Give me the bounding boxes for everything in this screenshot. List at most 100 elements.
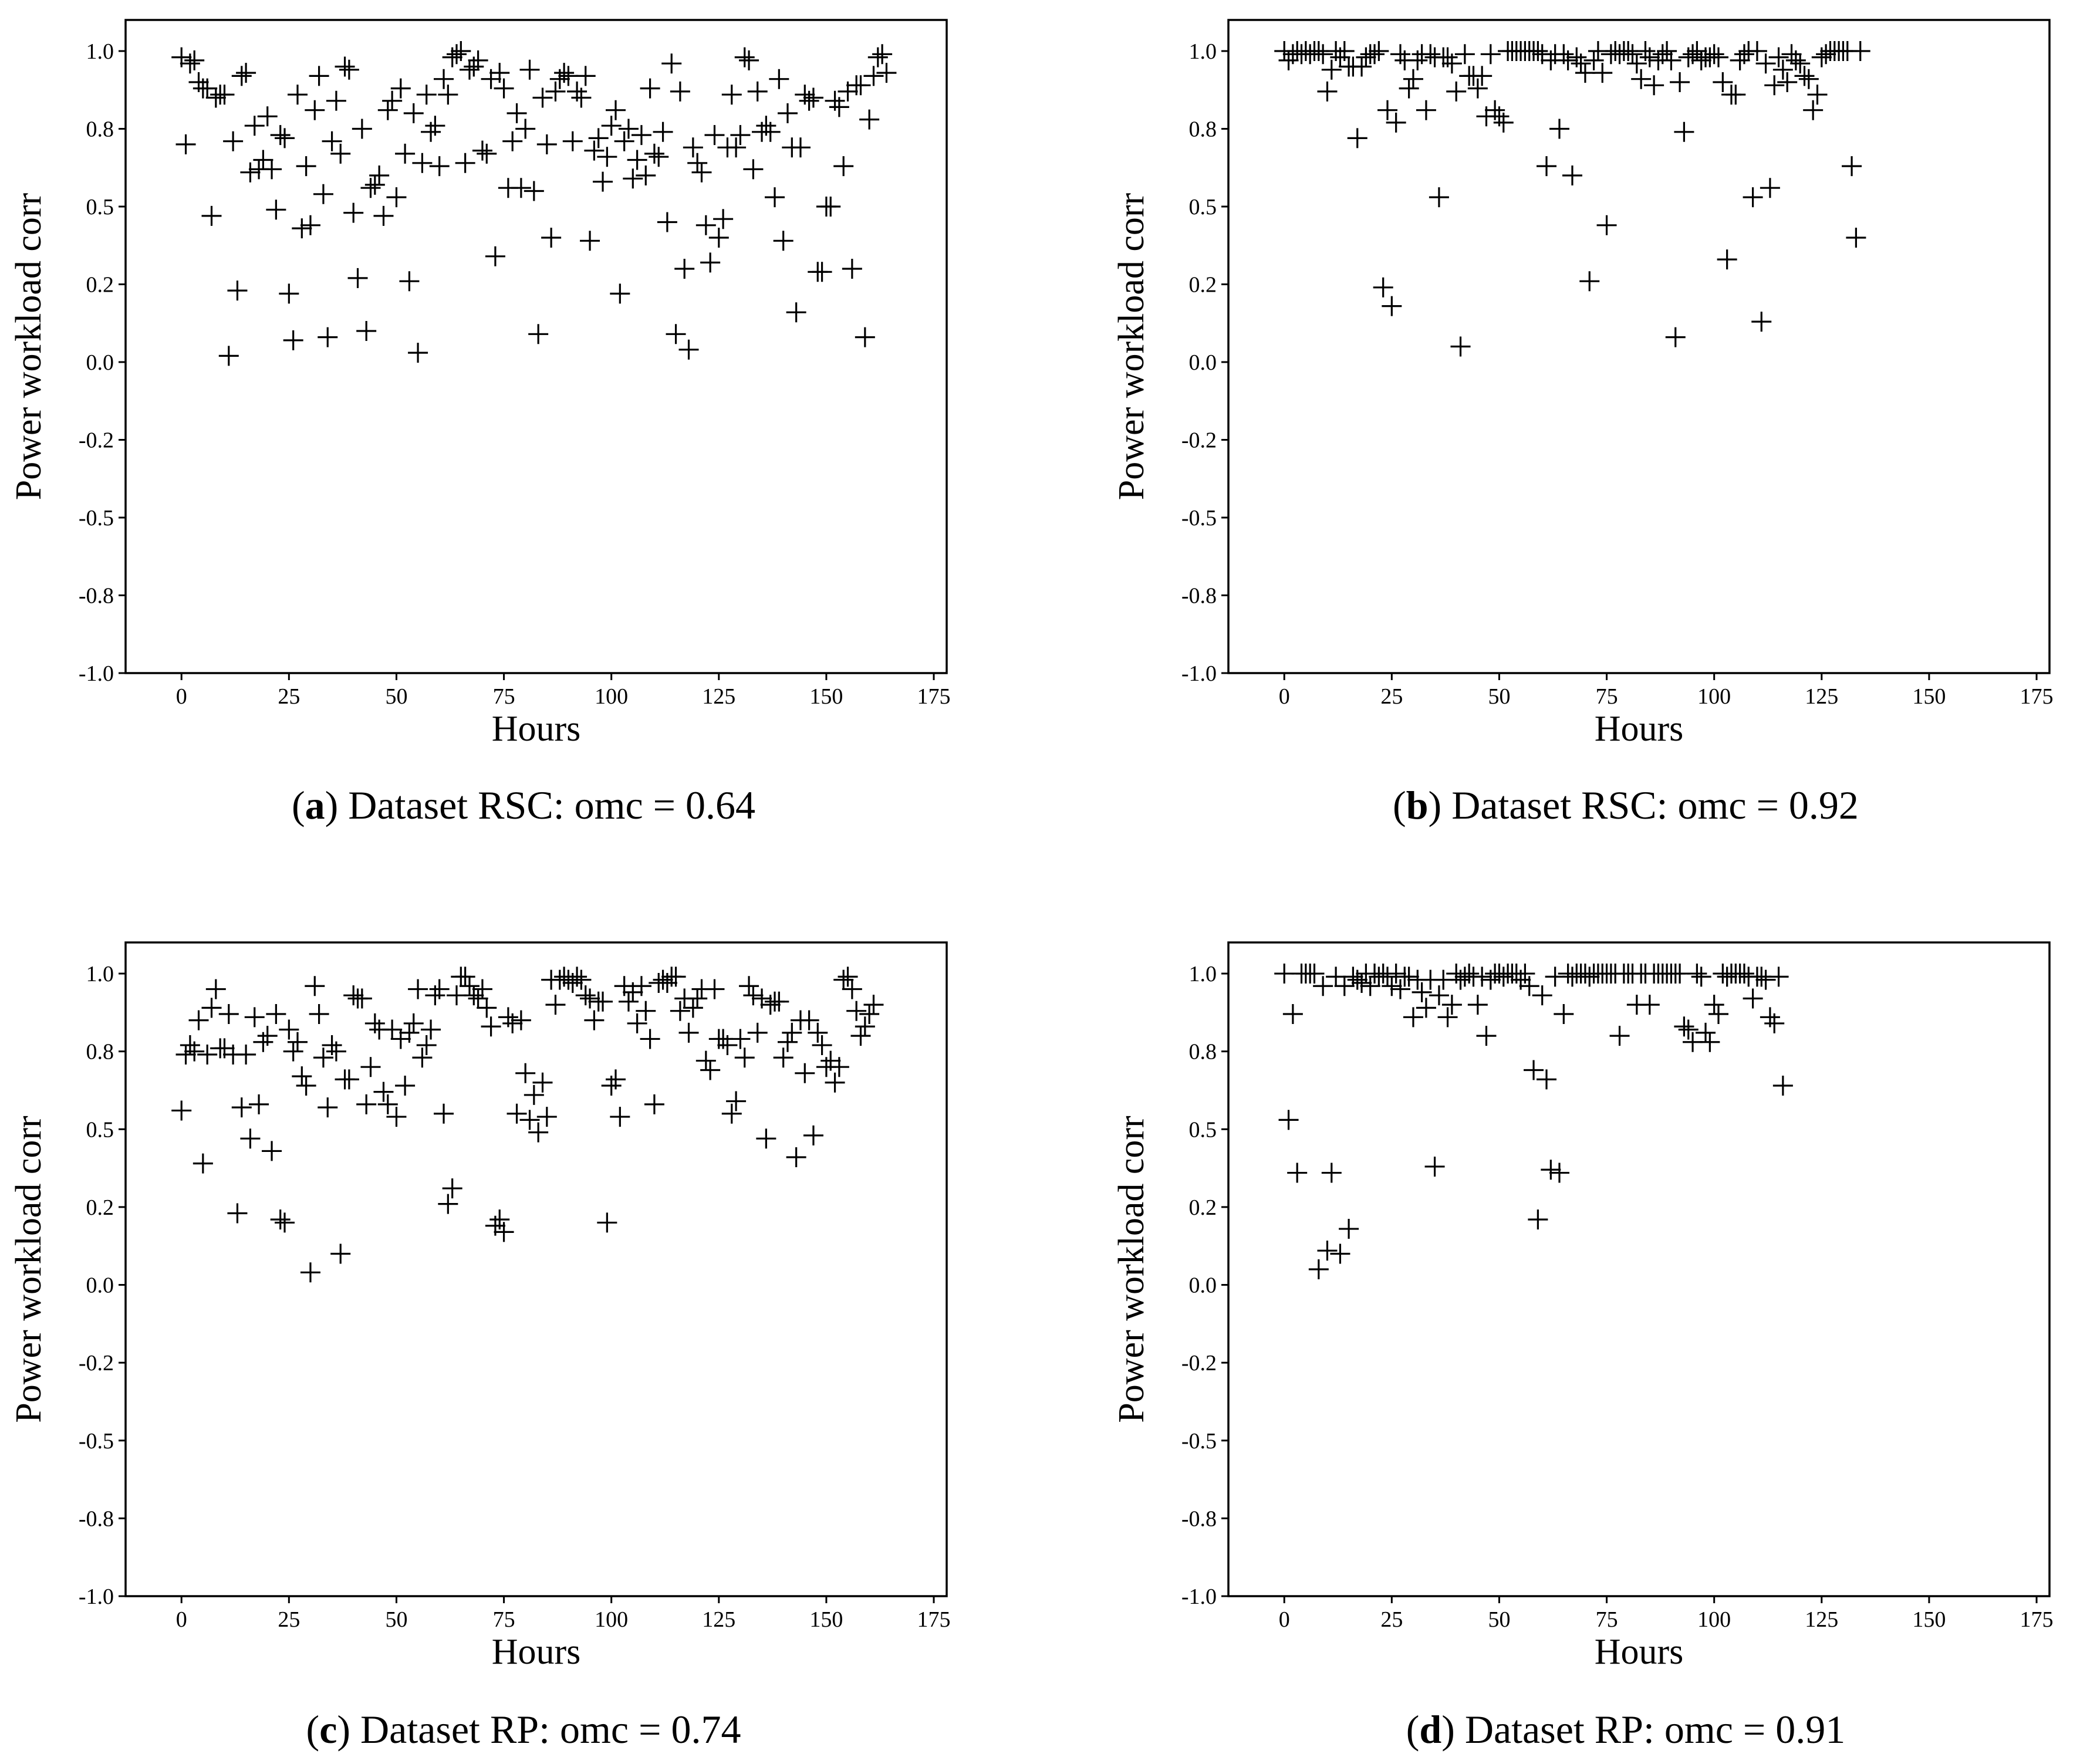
data-point-c-147	[803, 1125, 823, 1145]
data-point-a-102	[610, 283, 630, 304]
data-point-c-50	[386, 1107, 407, 1127]
y-tick-label-a-3: 0.2	[86, 273, 114, 298]
data-point-b-92	[1670, 72, 1690, 92]
data-point-b-89	[1657, 41, 1677, 61]
data-point-d-1	[1278, 1110, 1299, 1130]
data-point-d-2	[1282, 1004, 1303, 1025]
y-tick-label-b-0: 1.0	[1189, 39, 1217, 64]
data-point-b-109	[1743, 187, 1763, 208]
data-point-c-131	[734, 1047, 755, 1068]
data-point-c-69	[468, 988, 488, 1009]
data-point-b-91	[1665, 327, 1686, 347]
data-point-c-81	[519, 1110, 540, 1130]
data-point-b-72	[1583, 50, 1604, 70]
data-point-c-107	[631, 976, 651, 996]
x-tick-label-b-7: 175	[2020, 684, 2054, 709]
caption-a-text: Dataset RSC: omc = 0.64	[348, 783, 755, 827]
x-tick-label-d-7: 175	[2020, 1607, 2054, 1632]
data-point-c-32	[309, 1004, 329, 1025]
data-point-a-24	[275, 128, 295, 148]
data-point-b-26	[1386, 112, 1406, 133]
data-point-b-101	[1708, 47, 1729, 67]
data-point-b-22	[1369, 41, 1389, 61]
data-point-a-139	[769, 69, 789, 89]
data-point-b-14	[1334, 41, 1355, 61]
data-point-c-92	[567, 967, 587, 987]
data-point-c-42	[352, 988, 372, 1009]
data-point-d-85	[1639, 995, 1660, 1015]
data-point-c-13	[227, 1203, 248, 1224]
data-point-a-2	[180, 53, 200, 74]
data-point-a-67	[459, 59, 480, 80]
data-point-a-86	[541, 228, 562, 248]
y-tick-label-d-4: 0.0	[1189, 1273, 1217, 1298]
data-point-a-55	[408, 343, 428, 363]
x-tick-label-a-4: 100	[595, 684, 628, 709]
data-point-a-91	[562, 131, 583, 151]
data-point-a-118	[678, 339, 699, 360]
data-point-c-34	[318, 1097, 338, 1118]
data-point-a-75	[494, 78, 514, 99]
data-point-b-29	[1399, 78, 1419, 99]
data-point-a-61	[434, 69, 454, 89]
data-point-c-44	[360, 1057, 381, 1077]
data-point-b-23	[1373, 277, 1393, 298]
x-tick-label-d-2: 50	[1488, 1607, 1510, 1632]
data-point-b-42	[1454, 44, 1475, 65]
data-point-d-64	[1549, 1163, 1569, 1183]
data-point-a-32	[309, 66, 329, 86]
y-tick-label-b-8: -1.0	[1181, 661, 1217, 686]
data-point-d-15	[1339, 1219, 1359, 1239]
data-point-d-29	[1399, 967, 1419, 987]
x-tick-label-d-5: 125	[1805, 1607, 1838, 1632]
data-point-a-137	[760, 121, 781, 142]
data-point-a-44	[360, 178, 381, 198]
data-point-c-22	[266, 1004, 286, 1025]
data-point-b-111	[1751, 312, 1772, 332]
data-point-a-164	[876, 63, 897, 83]
data-point-d-14	[1334, 976, 1355, 996]
data-point-b-103	[1717, 249, 1737, 270]
data-point-a-10	[214, 85, 235, 105]
data-point-c-39	[339, 1069, 359, 1090]
data-point-c-153	[829, 1057, 849, 1077]
data-point-a-36	[326, 90, 346, 111]
y-tick-label-c-4: 0.0	[86, 1273, 114, 1298]
data-point-c-27	[287, 1032, 308, 1052]
data-point-b-126	[1816, 44, 1836, 65]
data-point-b-85	[1639, 47, 1660, 67]
data-point-a-119	[683, 137, 703, 158]
data-point-d-100	[1704, 995, 1724, 1015]
data-point-a-146	[799, 90, 819, 111]
data-point-a-116	[670, 81, 690, 102]
data-point-c-83	[528, 1122, 549, 1143]
data-point-c-129	[726, 1091, 747, 1111]
data-point-a-97	[588, 128, 609, 148]
x-tick-label-c-2: 50	[385, 1607, 407, 1632]
data-point-c-28	[292, 1066, 312, 1087]
data-point-b-24	[1377, 100, 1398, 120]
data-point-a-141	[777, 103, 798, 123]
y-tick-label-a-6: -0.5	[79, 506, 114, 530]
data-point-a-48	[377, 100, 398, 120]
data-point-c-157	[846, 1001, 867, 1021]
y-tick-label-b-7: -0.8	[1181, 584, 1217, 609]
data-point-b-59	[1528, 41, 1548, 61]
data-point-a-101	[606, 100, 626, 120]
data-point-c-101	[606, 1069, 626, 1090]
data-point-a-156	[842, 259, 862, 279]
data-point-a-73	[485, 246, 505, 266]
data-point-c-128	[721, 1103, 742, 1124]
caption-a: (a) Dataset RSC: omc = 0.64	[292, 783, 755, 827]
y-tick-label-a-7: -0.8	[79, 584, 114, 609]
data-point-d-67	[1562, 967, 1582, 987]
y-tick-label-c-6: -0.5	[79, 1429, 114, 1454]
data-point-c-143	[786, 1147, 806, 1168]
data-point-a-133	[743, 159, 764, 180]
caption-c: (c) Dataset RP: omc = 0.74	[306, 1707, 741, 1752]
data-point-d-59	[1528, 1209, 1548, 1230]
data-point-a-60	[429, 156, 450, 177]
data-point-c-96	[584, 1010, 605, 1030]
data-point-c-102	[610, 1107, 630, 1127]
